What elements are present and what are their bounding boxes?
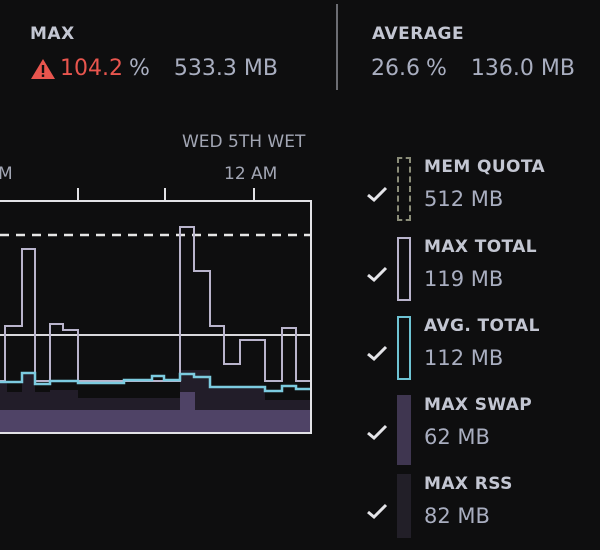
checkmark-icon[interactable] [366, 344, 388, 362]
checkmark-icon[interactable] [366, 265, 388, 283]
max-stats: 104.2 % 533.3 MB [30, 56, 278, 81]
avg-total-line [0, 371, 310, 393]
legend-name: AVG. TOTAL [424, 316, 540, 336]
axis-left-tick-label: M [0, 164, 13, 184]
average-label: AVERAGE [372, 24, 465, 44]
legend-value: 112 MB [424, 346, 504, 370]
memory-chart[interactable] [0, 0, 340, 440]
average-percent-unit: % [425, 56, 447, 81]
legend-item-avg-total[interactable]: AVG. TOTAL 112 MB [360, 314, 600, 392]
legend-value: 512 MB [424, 187, 504, 211]
chart-frame [0, 200, 312, 434]
summary-divider [336, 4, 338, 90]
axis-time-label: 12 AM [224, 164, 278, 184]
legend-name: MAX TOTAL [424, 237, 538, 257]
legend-item-max-total[interactable]: MAX TOTAL 119 MB [360, 235, 600, 313]
max-percent: 104.2 [60, 56, 123, 81]
avg-total-swatch [397, 316, 411, 380]
legend-value: 119 MB [424, 267, 504, 291]
max-swap-swatch [397, 395, 411, 465]
legend-item-mem-quota[interactable]: MEM QUOTA 512 MB [360, 155, 600, 233]
legend-name: MAX SWAP [424, 395, 533, 415]
mem-quota-swatch [397, 157, 411, 221]
legend-value: 62 MB [424, 425, 490, 449]
legend-value: 82 MB [424, 504, 490, 528]
max-percent-unit: % [128, 56, 150, 81]
average-percent: 26.6 [371, 56, 420, 81]
max-label: MAX [30, 24, 75, 44]
average-stats: 26.6 % 136.0 MB [371, 56, 575, 81]
axis-date-label: WED 5TH WET [182, 132, 306, 152]
checkmark-icon[interactable] [366, 502, 388, 520]
warning-triangle-icon [31, 58, 55, 79]
legend-item-max-swap[interactable]: MAX SWAP 62 MB [360, 393, 600, 471]
legend-name: MEM QUOTA [424, 157, 546, 177]
legend-name: MAX RSS [424, 474, 513, 494]
max-total-line [0, 226, 310, 382]
max-swap-area [0, 392, 310, 433]
legend-item-max-rss[interactable]: MAX RSS 82 MB [360, 472, 600, 550]
average-memory: 136.0 MB [470, 56, 575, 81]
checkmark-icon[interactable] [366, 185, 388, 203]
max-memory: 533.3 MB [173, 56, 278, 81]
max-total-swatch [397, 237, 411, 301]
max-rss-swatch [397, 474, 411, 538]
checkmark-icon[interactable] [366, 423, 388, 441]
